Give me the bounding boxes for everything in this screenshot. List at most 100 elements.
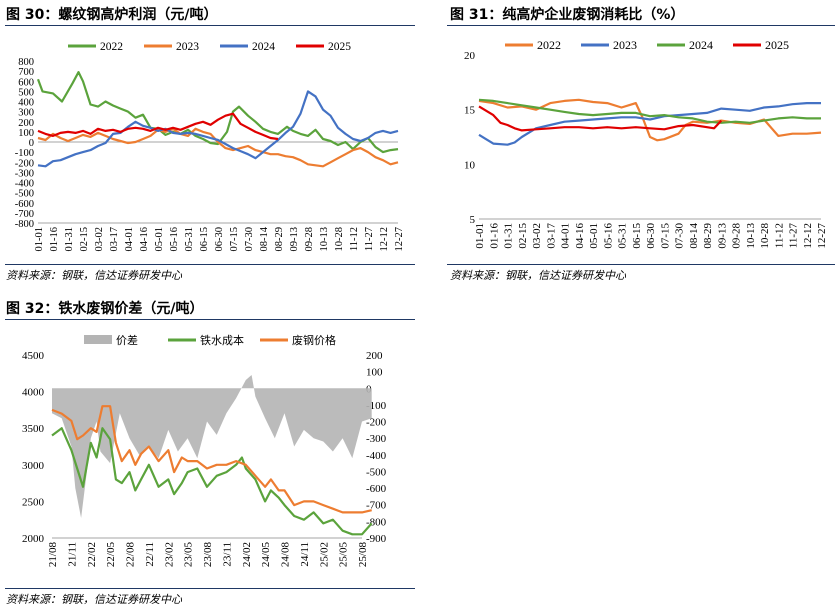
fig32-xtick-label: 24/05	[260, 542, 272, 568]
fig32-xtick-label: 23/02	[163, 542, 175, 567]
fig30-ytick-label: -600	[15, 199, 34, 210]
fig31-xtick-label: 03-02	[531, 223, 543, 249]
fig30-xtick-label: 01-31	[64, 227, 75, 252]
fig32-chart: 4500400035003000250020002001000-100-200-…	[22, 333, 387, 568]
fig31-ytick-label: 5	[470, 214, 476, 226]
fig31-xtick-label: 10-13	[745, 223, 757, 249]
fig30-ytick-label: 500	[18, 87, 34, 98]
fig30-ytick-label: -500	[15, 189, 34, 200]
fig31-xtick-label: 03-17	[545, 223, 557, 249]
fig30-legend-label-2025: 2025	[328, 41, 351, 53]
fig31-xtick-label: 04-16	[574, 223, 586, 249]
fig31-legend-label-2025: 2025	[765, 38, 789, 52]
fig30-xtick-label: 12-12	[379, 227, 390, 252]
fig31-source: 资料来源：钢联，信达证券研发中心	[450, 269, 626, 282]
fig31-xtick-label: 05-16	[602, 223, 614, 249]
fig32-ytick-right-label: -900	[366, 533, 387, 545]
fig30-series-2023	[37, 127, 399, 168]
fig32-xtick-label: 21/11	[66, 542, 78, 567]
fig31-title-rule	[447, 25, 835, 26]
fig30-ytick-label: 300	[18, 108, 34, 119]
fig31-series-2023	[478, 102, 821, 146]
fig31-xtick-label: 07-15	[659, 223, 671, 249]
fig31-ytick-label: 20	[464, 50, 476, 62]
fig30-xtick-label: 06-30	[214, 227, 225, 252]
fig31-source-rule	[447, 264, 835, 265]
fig31-xtick-label: 11-12	[773, 223, 785, 248]
fig32-xtick-label: 23/05	[183, 542, 195, 568]
fig30-ytick-label: 700	[18, 67, 34, 78]
fig30-legend-label-2023: 2023	[176, 41, 199, 53]
fig30-title: 图 30：螺纹钢高炉利润（元/吨）	[6, 7, 218, 23]
fig32-xtick-label: 24/02	[241, 542, 253, 567]
fig30-xtick-label: 09-13	[289, 227, 300, 252]
fig32-ytick-right-label: -600	[366, 483, 387, 495]
fig30-ytick-label: 800	[18, 57, 34, 68]
fig31-xtick-label: 04-01	[560, 223, 572, 249]
fig30-xtick-label: 07-15	[229, 227, 240, 252]
fig32-source-rule	[5, 588, 415, 589]
fig32-ytick-left-label: 2500	[22, 496, 45, 508]
fig32-ytick-right-label: 100	[366, 367, 383, 379]
fig32-xtick-label: 25/08	[357, 542, 369, 568]
fig32-ytick-left-label: 3500	[22, 423, 45, 435]
fig32-title: 图 32：铁水废钢价差（元/吨）	[6, 301, 204, 317]
fig32-xtick-label: 22/11	[144, 542, 156, 567]
fig32-series-scrap-price	[51, 405, 372, 514]
fig32-xtick-label: 21/08	[47, 542, 59, 568]
fig30-ytick-label: 100	[18, 128, 34, 139]
fig31-xtick-label: 05-01	[588, 223, 600, 249]
fig30-xtick-label: 11-27	[364, 227, 375, 251]
fig30-xtick-label: 09-28	[304, 227, 315, 252]
fig31-xtick-label: 11-27	[788, 223, 800, 249]
fig30-xtick-label: 10-28	[334, 227, 345, 252]
fig30-source-rule	[5, 264, 415, 265]
fig32-legend-label: 废钢价格	[292, 333, 336, 347]
fig31-xtick-label: 10-28	[759, 223, 771, 249]
fig31-xtick-label: 08-29	[702, 223, 714, 249]
fig31-ytick-label: 15	[464, 105, 476, 117]
fig30-ytick-label: 200	[18, 118, 34, 129]
fig32-ytick-left-label: 2000	[22, 533, 45, 545]
fig31-legend-label-2023: 2023	[613, 38, 637, 52]
fig30-legend-label-2024: 2024	[252, 41, 275, 53]
fig31-xtick-label: 08-14	[688, 223, 700, 249]
fig32-legend-swatch-spread	[84, 335, 112, 344]
fig31-legend-label-2024: 2024	[689, 38, 713, 52]
fig30-xtick-label: 08-14	[259, 226, 270, 251]
fig30-xtick-label: 08-29	[274, 227, 285, 252]
fig30-ytick-label: 600	[18, 77, 34, 88]
fig31-xtick-label: 01-31	[503, 223, 515, 249]
fig30-xtick-label: 03-02	[94, 227, 105, 252]
fig32-ytick-left-label: 3000	[22, 460, 45, 472]
fig31-xtick-label: 12-12	[802, 223, 814, 249]
fig32-legend-label: 铁水成本	[200, 333, 244, 347]
fig30-xtick-label: 02-15	[79, 227, 90, 252]
fig30-xtick-label: 04-16	[139, 227, 150, 252]
fig30-xtick-label: 04-01	[124, 227, 135, 252]
fig31-series-2024	[478, 98, 821, 124]
fig31-xtick-label: 06-15	[631, 223, 643, 249]
fig32-ytick-left-label: 4500	[22, 350, 45, 362]
fig30-ytick-label: -700	[15, 209, 34, 220]
fig30-xtick-label: 03-17	[109, 227, 120, 252]
fig32-ytick-right-label: -200	[366, 417, 387, 429]
fig32-xtick-label: 23/11	[221, 542, 233, 567]
fig30-xtick-label: 05-16	[169, 227, 180, 252]
fig31-title: 图 31：纯高炉企业废钢消耗比（%）	[450, 7, 685, 23]
fig32-xtick-label: 25/02	[318, 542, 330, 567]
fig32-ytick-left-label: 4000	[22, 387, 45, 399]
fig30-title-rule	[5, 25, 415, 26]
fig32-series-hot-metal-cost	[51, 427, 373, 536]
fig32-title-rule	[5, 319, 415, 320]
fig30-xtick-label: 05-31	[184, 227, 195, 252]
fig30-ytick-label: -800	[15, 219, 34, 230]
fig32-xtick-label: 22/02	[86, 542, 98, 567]
fig32-xtick-label: 22/05	[105, 542, 117, 568]
fig30-xtick-label: 01-16	[49, 227, 60, 252]
fig30-ytick-label: 0	[29, 138, 34, 149]
fig32-source: 资料来源：钢联，信达证券研发中心	[6, 593, 182, 606]
fig32-xtick-label: 24/08	[280, 542, 292, 568]
fig31-ytick-label: 10	[464, 159, 476, 171]
fig31-xtick-label: 01-01	[474, 223, 486, 249]
